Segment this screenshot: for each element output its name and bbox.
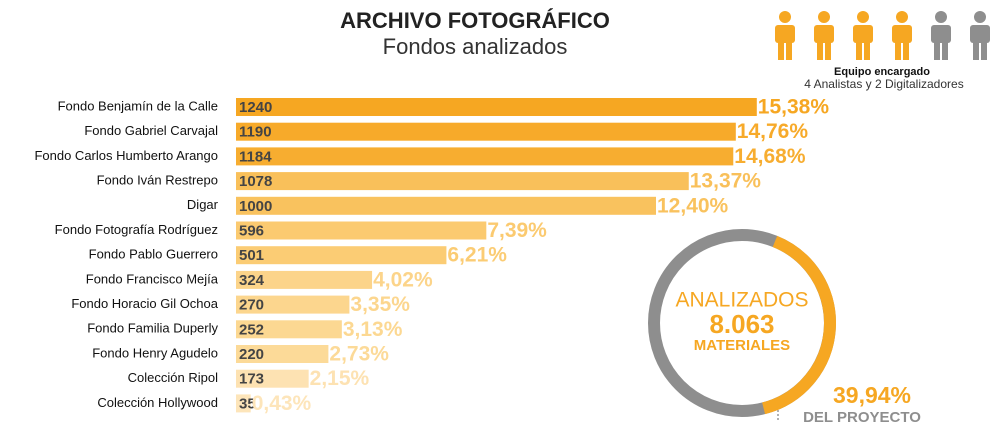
category-label: Colección Hollywood <box>97 395 218 410</box>
category-label: Colección Ripol <box>128 370 218 385</box>
bar <box>236 394 251 413</box>
bar <box>236 246 447 265</box>
share-label: 12,40% <box>657 194 729 217</box>
category-label: Fondo Henry Agudelo <box>92 345 218 360</box>
value-label: 173 <box>239 371 264 388</box>
person-part <box>895 40 901 60</box>
ring-share-caption: DEL PROYECTO <box>803 409 921 425</box>
category-label: Fondo Iván Restrepo <box>97 173 218 188</box>
person-icon <box>814 11 834 60</box>
bar <box>236 345 329 363</box>
person-icon <box>970 11 990 60</box>
value-label: 35 <box>239 395 256 412</box>
ring-total: 8.063 <box>709 309 774 339</box>
share-label: 4,02% <box>373 268 433 291</box>
person-part <box>935 11 947 23</box>
person-part <box>818 11 830 23</box>
bar <box>236 98 757 116</box>
person-part <box>825 40 831 60</box>
value-label: 1190 <box>239 124 272 141</box>
person-icon <box>931 11 951 60</box>
value-label: 1000 <box>239 198 272 215</box>
share-label: 6,21% <box>447 244 507 267</box>
value-label: 270 <box>239 297 264 314</box>
ring-label: ANALIZADOS <box>675 289 808 312</box>
bar <box>236 295 350 314</box>
value-label: 501 <box>239 247 264 264</box>
person-icon <box>775 11 795 60</box>
share-label: 0,43% <box>252 392 312 415</box>
value-label: 324 <box>239 272 265 289</box>
bar <box>236 122 736 141</box>
category-label: Fondo Carlos Humberto Arango <box>34 148 218 163</box>
person-part <box>786 40 792 60</box>
bar <box>236 196 656 215</box>
bar <box>236 320 342 339</box>
category-label: Fondo Fotografía Rodríguez <box>55 222 218 237</box>
value-label: 596 <box>239 222 264 239</box>
person-part <box>931 25 951 43</box>
value-label: 252 <box>239 321 264 338</box>
share-label: 14,76% <box>737 120 809 143</box>
share-label: 3,35% <box>350 293 410 316</box>
person-part <box>970 25 990 43</box>
person-icon <box>892 11 912 60</box>
person-part <box>778 40 784 60</box>
ring-share-label: 39,94% <box>833 382 911 408</box>
person-part <box>779 11 791 23</box>
share-label: 13,37% <box>690 170 762 193</box>
person-part <box>892 25 912 43</box>
share-label: 2,73% <box>329 343 389 366</box>
subtitle: Fondos analizados <box>383 34 568 59</box>
share-label: 14,68% <box>734 145 806 168</box>
share-label: 15,38% <box>758 96 830 119</box>
share-label: 2,15% <box>310 367 370 390</box>
person-part <box>817 40 823 60</box>
person-part <box>814 25 834 43</box>
share-label: 7,39% <box>487 219 547 242</box>
person-icon <box>853 11 873 60</box>
category-label: Fondo Familia Duperly <box>87 321 218 336</box>
person-part <box>974 11 986 23</box>
team-title: Equipo encargado <box>834 66 930 78</box>
value-label: 1240 <box>239 99 272 116</box>
share-label: 3,13% <box>343 318 403 341</box>
bar <box>236 221 487 240</box>
person-part <box>981 40 987 60</box>
person-part <box>853 25 873 43</box>
person-part <box>856 40 862 60</box>
category-label: Fondo Horacio Gil Ochoa <box>71 296 218 311</box>
person-part <box>864 40 870 60</box>
title: ARCHIVO FOTOGRÁFICO <box>340 8 610 33</box>
category-label: Fondo Gabriel Carvajal <box>84 123 218 138</box>
value-label: 1184 <box>239 148 272 165</box>
person-part <box>896 11 908 23</box>
bar <box>236 270 373 289</box>
bar <box>236 369 309 388</box>
category-label: Fondo Benjamín de la Calle <box>58 98 218 113</box>
value-label: 220 <box>239 346 264 363</box>
value-label: 1078 <box>239 173 272 190</box>
category-label: Digar <box>187 197 219 212</box>
category-label: Fondo Pablo Guerrero <box>89 247 218 262</box>
person-part <box>775 25 795 43</box>
bar <box>236 147 734 166</box>
team-caption: 4 Analistas y 2 Digitalizadores <box>804 77 963 91</box>
category-label: Fondo Francisco Mejía <box>86 271 219 286</box>
person-part <box>973 40 979 60</box>
person-part <box>857 11 869 23</box>
person-part <box>903 40 909 60</box>
person-part <box>934 40 940 60</box>
ring-unit: MATERIALES <box>694 337 790 354</box>
person-part <box>942 40 948 60</box>
ring-share <box>762 235 836 415</box>
bar <box>236 172 689 191</box>
